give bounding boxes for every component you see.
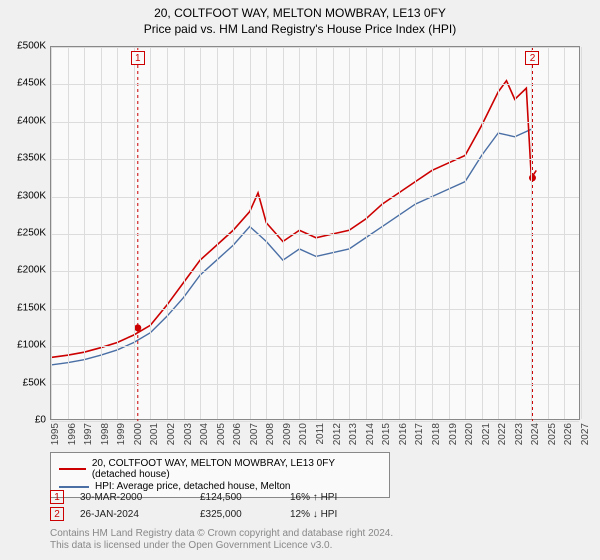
marker-badge-1: 1 <box>131 51 145 65</box>
transaction-badge: 1 <box>50 490 64 504</box>
transaction-diff: 16% ↑ HPI <box>290 492 380 503</box>
y-tick-label: £300K <box>17 190 46 201</box>
legend-label: 20, COLTFOOT WAY, MELTON MOWBRAY, LE13 0… <box>92 458 381 480</box>
x-axis: 1995 1996 1997 1998 1999 2000 2001 2002 2003 2004… <box>50 420 580 450</box>
chart-title: 20, COLTFOOT WAY, MELTON MOWBRAY, LE13 0… <box>0 6 600 20</box>
x-tick-label: 2024 <box>530 423 541 445</box>
x-tick-label: 2025 <box>547 423 558 445</box>
y-tick-label: £0 <box>35 415 46 426</box>
x-tick-label: 2021 <box>481 423 492 445</box>
x-tick-label: 2017 <box>414 423 425 445</box>
marker-badge-2: 2 <box>525 51 539 65</box>
chart-subtitle: Price paid vs. HM Land Registry's House … <box>0 22 600 36</box>
y-tick-label: £350K <box>17 153 46 164</box>
marker-point-2 <box>529 174 536 181</box>
x-tick-label: 2027 <box>580 423 591 445</box>
transaction-row: 2 26-JAN-2024£325,00012% ↓ HPI <box>50 507 380 521</box>
x-tick-label: 2014 <box>365 423 376 445</box>
x-tick-label: 1995 <box>50 423 61 445</box>
x-tick-label: 2018 <box>431 423 442 445</box>
transaction-date: 26-JAN-2024 <box>80 509 200 520</box>
legend-item: 20, COLTFOOT WAY, MELTON MOWBRAY, LE13 0… <box>59 458 381 480</box>
x-tick-label: 2011 <box>315 423 326 445</box>
x-tick-label: 1997 <box>83 423 94 445</box>
x-tick-label: 2004 <box>199 423 210 445</box>
transaction-price: £124,500 <box>200 492 290 503</box>
x-tick-label: 2013 <box>348 423 359 445</box>
transaction-badge: 2 <box>50 507 64 521</box>
y-tick-label: £150K <box>17 302 46 313</box>
x-tick-label: 1998 <box>100 423 111 445</box>
legend-swatch <box>59 468 86 470</box>
legend-swatch <box>59 486 89 488</box>
x-tick-label: 2020 <box>464 423 475 445</box>
y-tick-label: £200K <box>17 265 46 276</box>
footer-line-1: Contains HM Land Registry data © Crown c… <box>50 528 393 540</box>
y-tick-label: £400K <box>17 115 46 126</box>
x-tick-label: 2023 <box>514 423 525 445</box>
x-tick-label: 2003 <box>183 423 194 445</box>
transaction-row: 1 30-MAR-2000£124,50016% ↑ HPI <box>50 490 380 504</box>
transaction-price: £325,000 <box>200 509 290 520</box>
marker-point-1 <box>134 324 141 331</box>
x-tick-label: 2000 <box>133 423 144 445</box>
x-tick-label: 2001 <box>149 423 160 445</box>
x-tick-label: 2015 <box>381 423 392 445</box>
y-tick-label: £50K <box>23 377 46 388</box>
x-tick-label: 2009 <box>282 423 293 445</box>
series-hpi <box>51 129 531 365</box>
y-tick-label: £500K <box>17 41 46 52</box>
transaction-date: 30-MAR-2000 <box>80 492 200 503</box>
x-tick-label: 2026 <box>563 423 574 445</box>
x-tick-label: 2008 <box>265 423 276 445</box>
x-tick-label: 2019 <box>448 423 459 445</box>
x-tick-label: 2007 <box>249 423 260 445</box>
transaction-diff: 12% ↓ HPI <box>290 509 380 520</box>
x-tick-label: 2005 <box>216 423 227 445</box>
x-tick-label: 2010 <box>298 423 309 445</box>
x-tick-label: 2016 <box>398 423 409 445</box>
chart-container: { "title": { "main": "20, COLTFOOT WAY, … <box>0 0 600 560</box>
y-axis: £0£50K£100K£150K£200K£250K£300K£350K£400… <box>0 46 50 420</box>
chart-svg <box>51 47 579 419</box>
footer-line-2: This data is licensed under the Open Gov… <box>50 540 393 552</box>
plot-area: 12 <box>50 46 580 420</box>
transactions-list: 1 30-MAR-2000£124,50016% ↑ HPI 2 26-JAN-202… <box>50 490 380 524</box>
x-tick-label: 1999 <box>116 423 127 445</box>
x-tick-label: 2006 <box>232 423 243 445</box>
x-tick-label: 2022 <box>497 423 508 445</box>
y-tick-label: £250K <box>17 228 46 239</box>
y-tick-label: £100K <box>17 340 46 351</box>
x-tick-label: 2012 <box>332 423 343 445</box>
x-tick-label: 1996 <box>67 423 78 445</box>
x-tick-label: 2002 <box>166 423 177 445</box>
y-tick-label: £450K <box>17 78 46 89</box>
footer-attribution: Contains HM Land Registry data © Crown c… <box>50 528 393 552</box>
